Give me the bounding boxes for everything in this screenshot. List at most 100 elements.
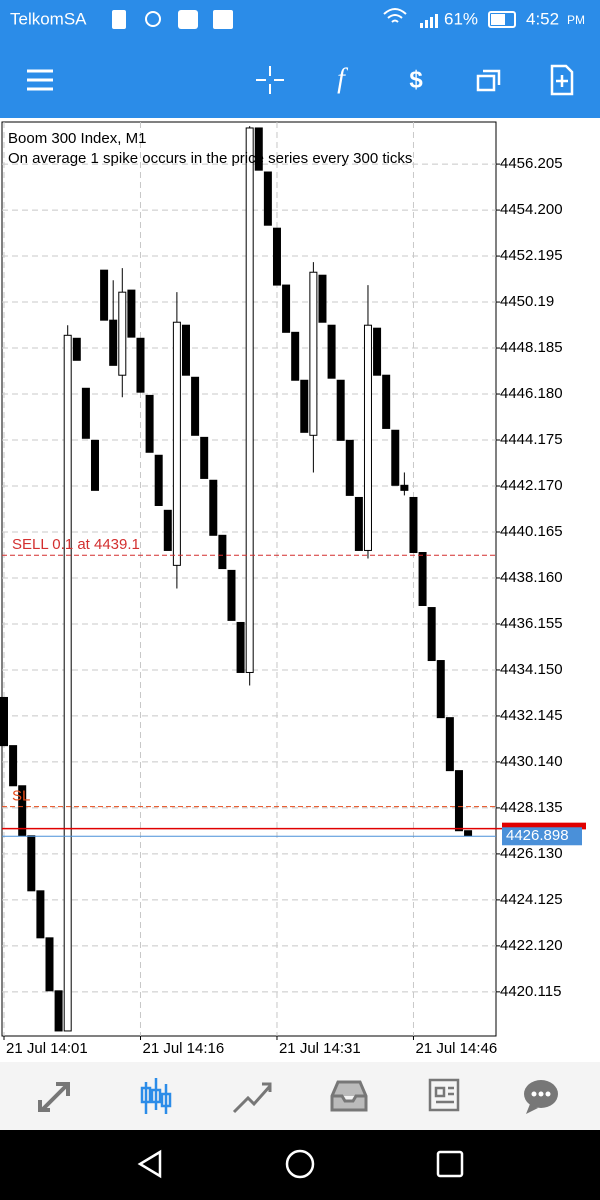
y-tick-label: 4450.19: [500, 293, 554, 310]
candle-body: [163, 509, 172, 551]
candle-body: [127, 289, 136, 338]
candle-body: [100, 269, 109, 321]
recents-button[interactable]: [436, 1150, 464, 1178]
y-tick-label: 4444.175: [500, 431, 563, 448]
signal-icon: [420, 14, 438, 28]
y-tick-label: 4446.180: [500, 385, 563, 402]
quotes-tab[interactable]: [38, 1082, 70, 1112]
candle-body: [209, 479, 218, 536]
candle-body: [109, 319, 118, 366]
y-tick-label: 4424.125: [500, 891, 563, 908]
crosshair-button[interactable]: [256, 66, 284, 94]
windows-button[interactable]: [476, 69, 501, 92]
candle-body: [145, 394, 154, 453]
candle-body: [382, 374, 391, 429]
ask-label-box: [502, 827, 582, 846]
candle-body: [191, 376, 200, 436]
y-tick-label: 4426.130: [500, 845, 563, 862]
chart-tab[interactable]: [140, 1078, 172, 1114]
y-tick-label: 4438.160: [500, 569, 563, 586]
candle-body: [363, 324, 372, 551]
candle-body: [272, 227, 281, 286]
home-button[interactable]: [285, 1149, 315, 1179]
candle-body: [300, 379, 309, 433]
trade-tab[interactable]: [232, 1082, 272, 1114]
candle-body: [454, 770, 463, 832]
y-tick-label: 4456.205: [500, 155, 563, 172]
y-tick-label: 4422.120: [500, 937, 563, 954]
y-tick-label: 4428.135: [500, 799, 563, 816]
y-tick-label: 4442.170: [500, 477, 563, 494]
candle-body: [218, 534, 227, 570]
candle-body: [227, 569, 236, 621]
candle-body: [63, 334, 72, 1032]
candle-body: [373, 327, 382, 376]
candle-body: [118, 291, 127, 376]
candle-body: [263, 171, 272, 226]
candle-body: [200, 436, 209, 479]
candle-body: [391, 429, 400, 486]
chart-subtitle: On average 1 spike occurs in the price s…: [8, 150, 412, 167]
app-icon: [178, 10, 198, 29]
back-button[interactable]: [137, 1149, 162, 1179]
candle-body: [136, 337, 145, 393]
battery-percent: 61%: [444, 9, 478, 28]
y-tick-label: 4432.145: [500, 707, 563, 724]
bid-marker: [502, 822, 586, 829]
candle-body: [445, 717, 454, 772]
candle-body: [291, 331, 300, 381]
candle-body: [327, 324, 336, 379]
chat-tail: [526, 1104, 538, 1114]
status-bar: [0, 0, 600, 40]
candle-body: [345, 439, 354, 496]
candle-body: [309, 271, 318, 436]
x-tick-label: 21 Jul 14:31: [279, 1040, 361, 1057]
candle-body: [18, 785, 27, 837]
y-tick-label: 4436.155: [500, 615, 563, 632]
y-tick-label: 4454.200: [500, 201, 563, 218]
candle-body: [427, 607, 436, 662]
candle-body: [9, 745, 18, 787]
battery-level: [491, 14, 505, 25]
wifi-icon: [383, 8, 407, 23]
sync-icon: [145, 11, 161, 27]
indicators-button[interactable]: f: [337, 63, 348, 94]
candle-body: [245, 127, 254, 673]
candle-body: [181, 324, 190, 376]
candle-body: [318, 274, 327, 323]
y-tick-label: 4452.195: [500, 247, 563, 264]
candle-body: [254, 127, 263, 171]
battery-icon: [488, 11, 516, 28]
candle-body: [236, 621, 245, 673]
x-tick-label: 21 Jul 14:46: [415, 1040, 497, 1057]
y-tick-label: 4440.165: [500, 523, 563, 540]
y-tick-label: 4434.150: [500, 661, 563, 678]
order-line-label: SL: [12, 788, 30, 805]
candle-body: [282, 284, 291, 333]
x-tick-label: 21 Jul 14:16: [142, 1040, 224, 1057]
y-tick-label: 4420.115: [500, 983, 561, 1000]
candle-body: [45, 937, 54, 992]
order-line-label: SELL 0.1 at 4439.1: [12, 536, 140, 553]
y-tick-label: 4430.140: [500, 753, 563, 770]
grid: [2, 122, 496, 1036]
history-tab[interactable]: [330, 1080, 368, 1112]
trade-button[interactable]: $: [409, 66, 423, 93]
new-order-button[interactable]: [550, 64, 574, 96]
ask-label: 4426.898: [506, 827, 569, 844]
image-icon: [213, 10, 233, 29]
clock-ampm: PM: [567, 13, 585, 27]
candle-body: [154, 454, 163, 506]
news-tab[interactable]: [428, 1078, 460, 1112]
menu-button[interactable]: [27, 69, 53, 91]
candle-body: [54, 990, 63, 1032]
chat-dot: [538, 1091, 544, 1097]
candle-body: [90, 439, 99, 491]
candle-body: [36, 890, 45, 939]
candle-body: [400, 484, 409, 491]
sim-icon: [112, 10, 126, 29]
candle-body: [27, 835, 36, 892]
candle-body: [418, 552, 427, 606]
